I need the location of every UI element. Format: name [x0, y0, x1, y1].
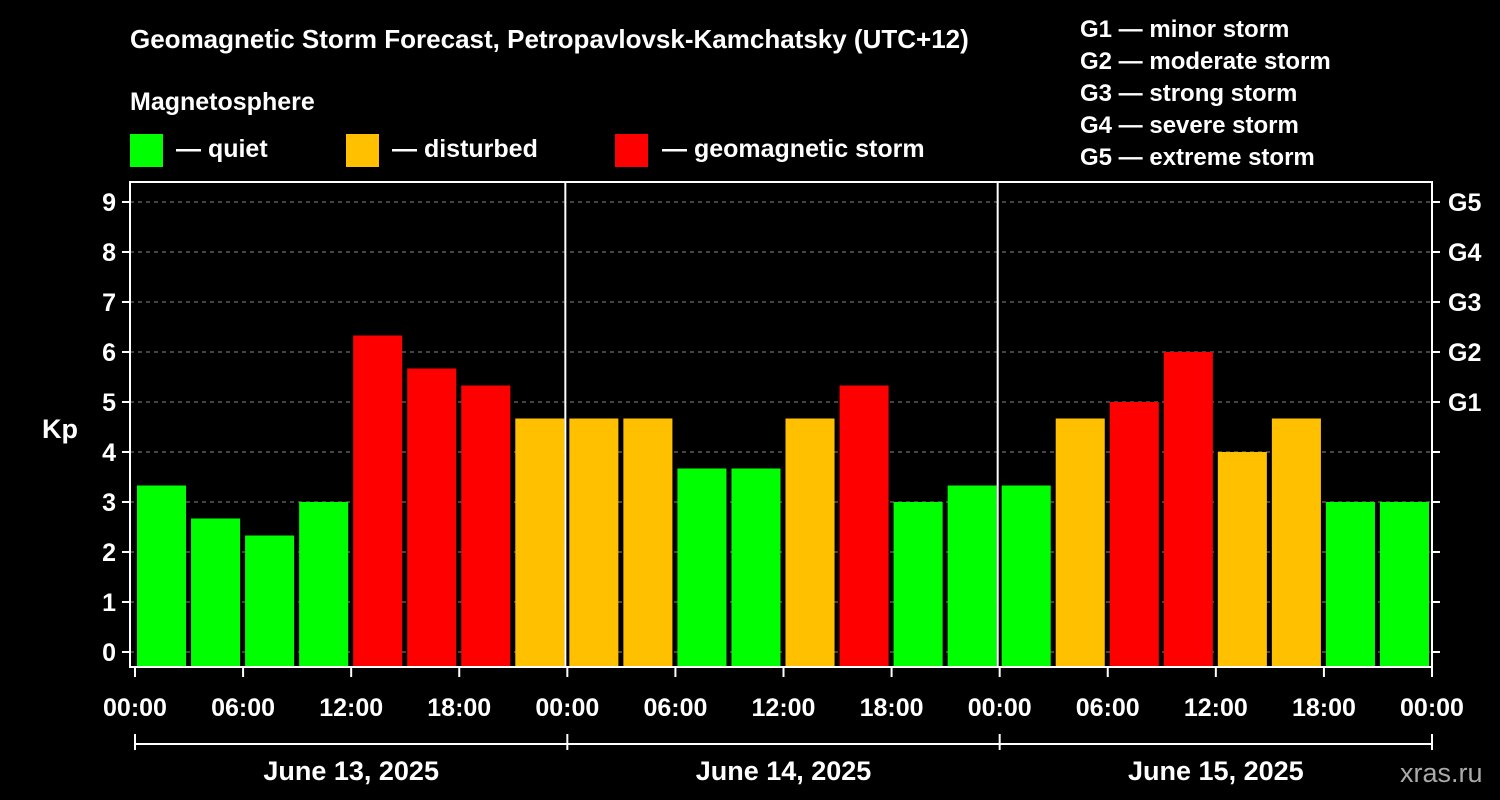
legend-label-disturbed: — disturbed — [392, 135, 538, 163]
x-tick-label-9: 06:00 — [1076, 694, 1140, 722]
plot-border — [129, 181, 1433, 668]
bar-22 — [1325, 502, 1375, 667]
bar-10 — [677, 468, 727, 667]
legend-swatch-quiet — [130, 134, 163, 167]
y-tick-label-5: 5 — [102, 389, 116, 417]
storm-level-g2: G2 — moderate storm — [1080, 48, 1331, 75]
plot-frame — [129, 181, 1433, 668]
y-tick-label-6: 6 — [102, 339, 116, 367]
bar-23 — [1379, 502, 1429, 667]
y-tick-label-0: 0 — [102, 639, 116, 667]
x-tick-label-6: 12:00 — [752, 694, 816, 722]
legend-swatch-storm — [615, 134, 648, 167]
bar-8 — [569, 418, 619, 667]
bar-14 — [893, 502, 943, 667]
y-axis: 0 1 2 3 4 5 6 7 8 9 — [102, 189, 130, 667]
x-tick-label-11: 18:00 — [1292, 694, 1356, 722]
day-label-1: June 14, 2025 — [696, 756, 872, 786]
x-tick-label-5: 06:00 — [643, 694, 707, 722]
x-tick-label-8: 00:00 — [968, 694, 1032, 722]
bar-18 — [1109, 402, 1159, 667]
bar-3 — [299, 502, 349, 667]
y-tick-label-2: 2 — [102, 539, 116, 567]
legend-heading: Magnetosphere — [130, 88, 315, 116]
bar-21 — [1271, 418, 1321, 667]
day-axis: June 13, 2025 June 14, 2025 June 15, 2025 — [134, 734, 1433, 786]
y-tick-label-9: 9 — [102, 189, 116, 217]
bar-15 — [947, 485, 997, 667]
bar-20 — [1217, 452, 1267, 667]
storm-level-g4: G4 — severe storm — [1080, 112, 1299, 139]
bar-2 — [245, 535, 295, 667]
g-level-G5: G5 — [1448, 189, 1481, 217]
bar-5 — [407, 368, 457, 667]
x-tick-label-12: 00:00 — [1400, 694, 1464, 722]
bar-1 — [191, 518, 241, 667]
x-tick-label-0: 00:00 — [103, 694, 167, 722]
legend-label-quiet: — quiet — [176, 135, 268, 163]
right-axis: G1 G2 G3 G4 G5 — [1432, 189, 1481, 653]
bar-16 — [1001, 485, 1051, 667]
bar-17 — [1055, 418, 1105, 667]
storm-level-g5: G5 — extreme storm — [1080, 144, 1315, 171]
y-tick-label-4: 4 — [102, 439, 116, 467]
storm-level-g3: G3 — strong storm — [1080, 80, 1297, 107]
y-tick-label-7: 7 — [102, 289, 116, 317]
bar-9 — [623, 418, 673, 667]
x-tick-label-2: 12:00 — [319, 694, 383, 722]
x-axis: 00:00 06:00 12:00 18:00 00:00 06:00 12:00 18:00… — [103, 667, 1464, 722]
legend-label-storm: — geomagnetic storm — [662, 135, 925, 163]
bar-11 — [731, 468, 781, 667]
g-level-G3: G3 — [1448, 289, 1481, 317]
legend-swatch-disturbed — [346, 134, 379, 167]
x-tick-label-3: 18:00 — [427, 694, 491, 722]
y-tick-label-1: 1 — [102, 589, 116, 617]
bar-12 — [785, 418, 835, 667]
bar-19 — [1163, 352, 1213, 667]
x-tick-label-7: 18:00 — [860, 694, 924, 722]
g-level-G4: G4 — [1448, 239, 1481, 267]
bar-13 — [839, 385, 889, 667]
x-tick-label-1: 06:00 — [211, 694, 275, 722]
bars — [137, 335, 1429, 667]
bar-6 — [461, 385, 511, 667]
day-label-2: June 15, 2025 — [1128, 756, 1304, 786]
x-tick-label-4: 00:00 — [535, 694, 599, 722]
y-axis-label: Kp — [42, 414, 78, 444]
bar-0 — [137, 485, 187, 667]
storm-level-g1: G1 — minor storm — [1080, 16, 1289, 43]
bar-4 — [353, 335, 403, 667]
chart-title: Geomagnetic Storm Forecast, Petropavlovs… — [130, 24, 969, 54]
x-tick-label-10: 12:00 — [1184, 694, 1248, 722]
bar-7 — [515, 418, 565, 667]
g-level-G1: G1 — [1448, 389, 1481, 417]
y-tick-label-3: 3 — [102, 489, 116, 517]
g-level-G2: G2 — [1448, 339, 1481, 367]
day-label-0: June 13, 2025 — [263, 756, 439, 786]
y-tick-label-8: 8 — [102, 239, 116, 267]
watermark: xras.ru — [1400, 758, 1483, 788]
